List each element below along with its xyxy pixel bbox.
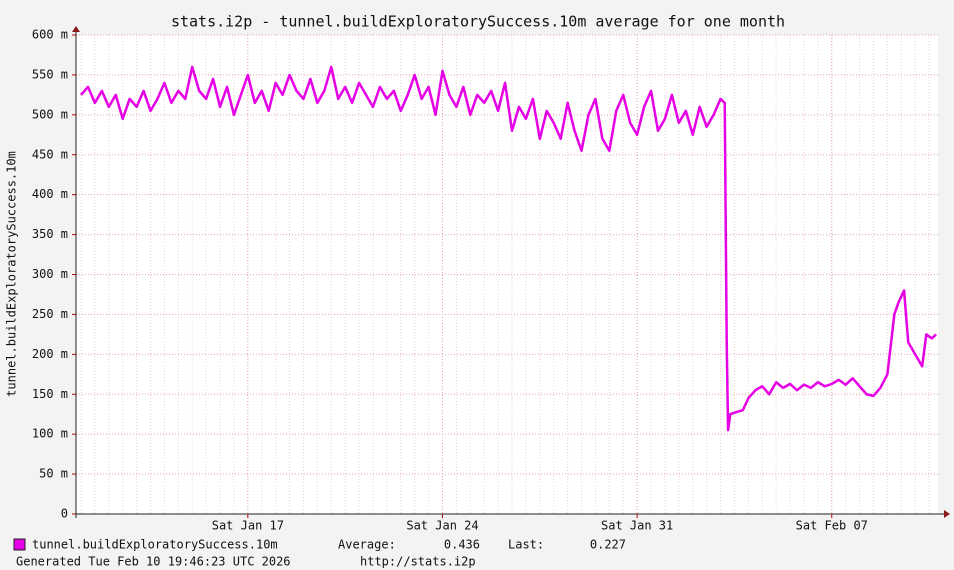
y-tick-label: 600 m — [32, 28, 68, 42]
y-tick-label: 0 — [61, 507, 68, 521]
y-tick-label: 450 m — [32, 147, 68, 161]
x-tick-label: Sat Feb 07 — [796, 519, 868, 533]
grid — [72, 34, 938, 518]
y-tick-label: 50 m — [39, 467, 68, 481]
legend-average-label: Average: — [338, 538, 396, 552]
marks — [80, 65, 937, 432]
legend-last: 0.227 — [590, 538, 626, 552]
y-tick-label: 300 m — [32, 267, 68, 281]
y-axis-label: tunnel.buildExploratorySuccess.10m — [5, 151, 19, 397]
legend-swatch — [13, 538, 26, 551]
legend-last-label: Last: — [508, 538, 544, 552]
legend-average: 0.436 — [444, 538, 480, 552]
footer-url: http://stats.i2p — [360, 555, 476, 569]
data-line — [80, 65, 937, 432]
y-tick-label: 350 m — [32, 227, 68, 241]
y-tick-label: 550 m — [32, 67, 68, 81]
y-axis-arrow — [72, 26, 80, 32]
x-axis-arrow — [944, 510, 950, 518]
y-tick-label: 150 m — [32, 387, 68, 401]
legend-label: tunnel.buildExploratorySuccess.10m — [32, 538, 278, 552]
y-tick-label: 400 m — [32, 187, 68, 201]
y-tick-label: 500 m — [32, 107, 68, 121]
x-tick-label: Sat Jan 24 — [406, 519, 478, 533]
y-tick-label: 250 m — [32, 307, 68, 321]
footer-generated: Generated Tue Feb 10 19:46:23 UTC 2026 — [16, 555, 291, 569]
chart-title: stats.i2p - tunnel.buildExploratorySucce… — [171, 13, 785, 31]
x-tick-label: Sat Jan 31 — [601, 519, 673, 533]
x-tick-label: Sat Jan 17 — [212, 519, 284, 533]
y-tick-label: 200 m — [32, 347, 68, 361]
y-tick-label: 100 m — [32, 427, 68, 441]
